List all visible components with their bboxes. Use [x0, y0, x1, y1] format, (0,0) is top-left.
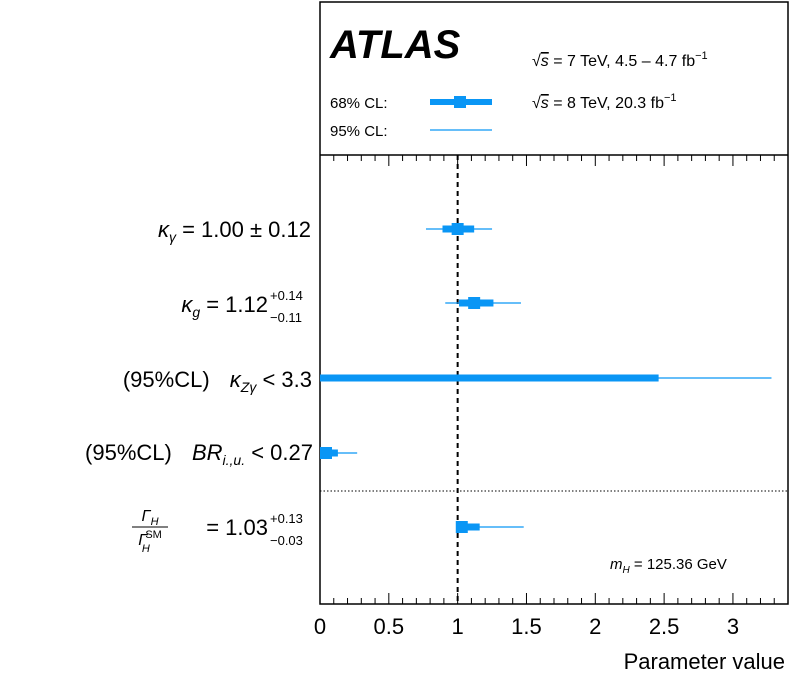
- svg-text:√s = 8 TeV, 20.3 fb−1: √s = 8 TeV, 20.3 fb−1: [532, 92, 677, 112]
- x-tick-label: 2.5: [649, 614, 680, 639]
- energy-line-8tev: √s = 8 TeV, 20.3 fb−1: [532, 92, 677, 112]
- svg-text:(95%CL) BRi.,u. < 0.27: (95%CL) BRi.,u. < 0.27: [85, 440, 313, 468]
- central-marker-Gamma_ratio: [455, 521, 468, 533]
- legend: 68% CL: 95% CL:: [330, 95, 492, 140]
- svg-text:κg = 1.12: κg = 1.12: [181, 292, 268, 320]
- energy-sup: −1: [664, 92, 677, 104]
- mass-label: mH = 125.36 GeV: [610, 556, 727, 576]
- legend-label-95cl: 95% CL:: [330, 123, 388, 140]
- energy-line-7tev: √s = 7 TeV, 4.5 – 4.7 fb−1: [532, 50, 708, 70]
- x-tick-label: 1: [452, 614, 464, 639]
- label-prefix: (95%CL): [123, 367, 210, 392]
- x-tick-labels: 0 0.5 1 1.5 2 2.5 3: [314, 614, 739, 639]
- label-err-up: +0.14: [270, 288, 303, 303]
- legend-marker-68cl: [454, 96, 466, 108]
- label-sub: i.,u.: [223, 452, 246, 468]
- central-marker-kappa_gamma: [451, 223, 464, 235]
- label-rel: = 1.03: [206, 515, 268, 540]
- label-rel: = 1.12: [200, 292, 268, 317]
- label-sub: Zγ: [240, 379, 258, 395]
- svg-text:κγ = 1.00 ± 0.12: κγ = 1.00 ± 0.12: [158, 217, 311, 245]
- label-br-iu: (95%CL) BRi.,u. < 0.27: [85, 440, 313, 468]
- label-sub: g: [192, 304, 200, 320]
- label-err-down: −0.03: [270, 533, 303, 548]
- label-gamma-ratio: ΓH ΓSM H = 1.03 +0.13 −0.03: [132, 508, 303, 555]
- energy-text: = 7 TeV, 4.5 – 4.7 fb: [549, 53, 695, 70]
- label-rel: = 1.00 ± 0.12: [176, 217, 311, 242]
- energy-text: = 8 TeV, 20.3 fb: [549, 95, 664, 112]
- atlas-logo: ATLAS: [329, 23, 461, 67]
- plot-frame: [319, 1, 789, 605]
- label-sym: κ: [230, 367, 242, 392]
- label-sym: BR: [192, 440, 223, 465]
- data-marks: [320, 223, 772, 533]
- label-sym: κ: [181, 292, 193, 317]
- label-kappa-gamma: κγ = 1.00 ± 0.12: [158, 217, 311, 245]
- x-tick-label: 0: [314, 614, 326, 639]
- frac-denominator: ΓSM H: [138, 529, 162, 555]
- sqrt-sign: √: [532, 53, 541, 70]
- x-axis-label: Parameter value: [624, 649, 785, 674]
- legend-label-68cl: 68% CL:: [330, 95, 388, 112]
- ci68-bar-Gamma_ratio: [457, 523, 480, 531]
- x-tick-label: 0.5: [374, 614, 405, 639]
- label-rel: < 3.3: [256, 367, 312, 392]
- energy-sup: −1: [695, 50, 708, 62]
- label-kappa-g: κg = 1.12 +0.14 −0.11: [181, 288, 303, 325]
- svg-text:√s = 7 TeV, 4.5 – 4.7 fb−1: √s = 7 TeV, 4.5 – 4.7 fb−1: [532, 50, 708, 70]
- x-tick-label: 3: [727, 614, 739, 639]
- ci68-bar-kappa_Zgamma: [320, 374, 659, 382]
- central-marker-kappa_g: [468, 297, 481, 309]
- label-err-down: −0.11: [270, 310, 302, 325]
- energy-s: s: [541, 95, 549, 112]
- sqrt-sign: √: [532, 95, 541, 112]
- x-tick-label: 2: [589, 614, 601, 639]
- energy-s: s: [541, 53, 549, 70]
- label-kappa-zgamma: (95%CL) κZγ < 3.3: [123, 367, 312, 395]
- axis-ticks: [319, 155, 789, 604]
- frac-numerator: ΓH: [141, 508, 158, 528]
- label-sym: κ: [158, 217, 170, 242]
- label-prefix: (95%CL): [85, 440, 172, 465]
- central-marker-BR_iu: [320, 447, 332, 459]
- x-tick-label: 1.5: [511, 614, 542, 639]
- label-err-up: +0.13: [270, 511, 303, 526]
- label-sub: γ: [169, 229, 177, 245]
- label-rel: < 0.27: [245, 440, 313, 465]
- svg-text:(95%CL) κZγ < 3.3: (95%CL) κZγ < 3.3: [123, 367, 312, 395]
